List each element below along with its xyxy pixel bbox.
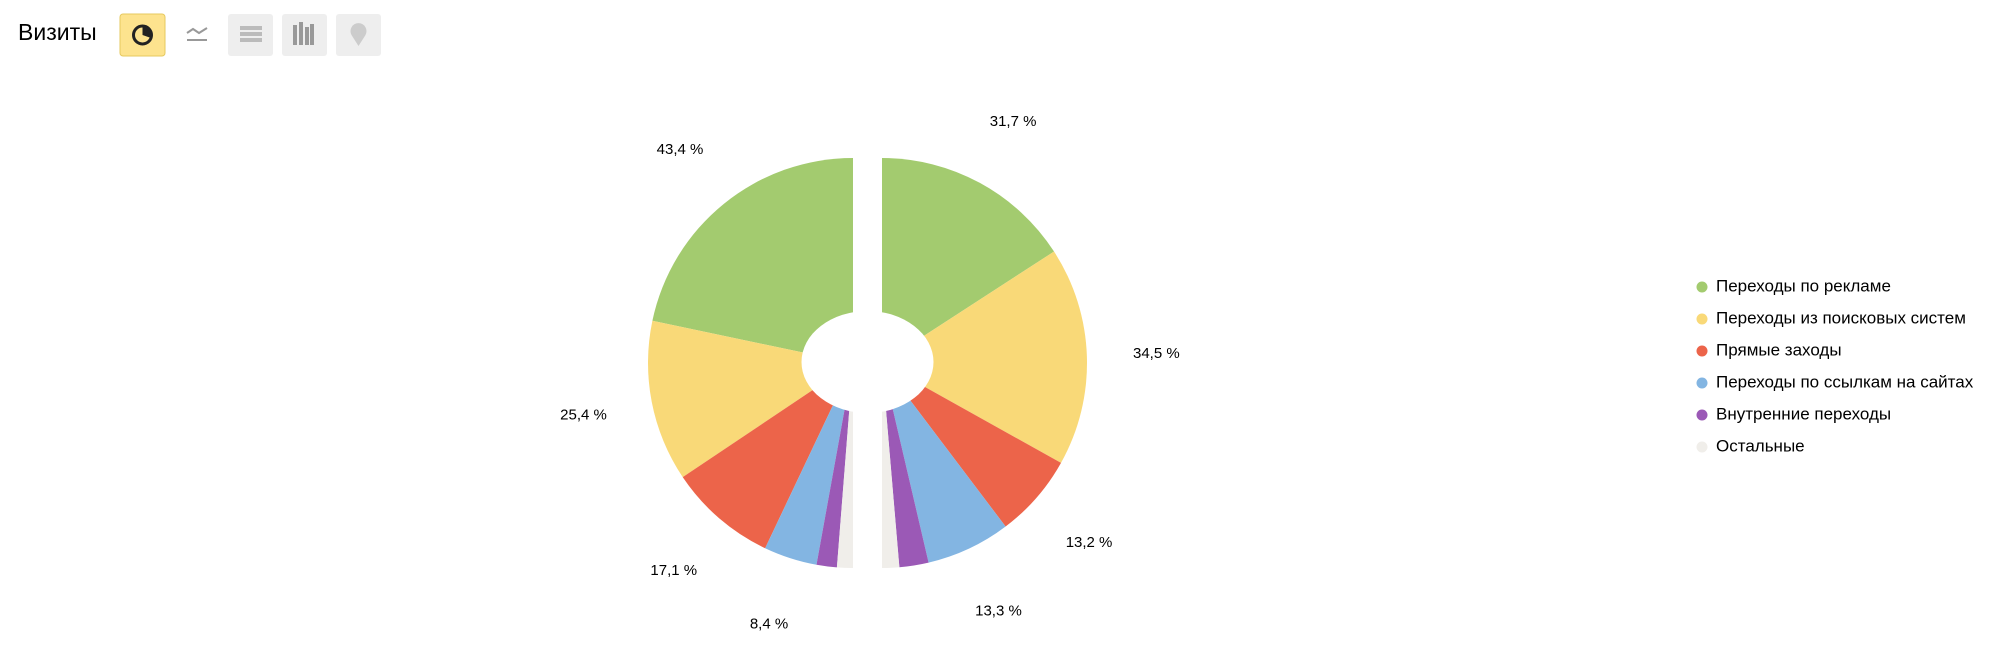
pie-slice [836,363,853,568]
legend-marker [1696,345,1708,357]
map-icon [350,23,367,46]
legend-marker [1696,313,1708,325]
legend-label: Прямые заходы [1716,340,1842,359]
legend-label: Переходы по ссылкам на сайтах [1716,372,1974,391]
line-button[interactable] [174,14,219,56]
legend-marker [1696,409,1708,421]
legend-marker [1696,377,1708,389]
bar-icon [293,22,314,45]
pie-slice [882,251,1087,463]
legend-label: Остальные [1716,436,1805,455]
data-label: 34,5 % [1133,345,1180,362]
title: Визиты [18,19,97,45]
pie-slice [652,158,853,363]
pie-slice [682,363,853,549]
data-label: 8,4 % [750,615,788,632]
legend-label: Внутренние переходы [1716,404,1891,423]
data-label: 13,3 % [975,603,1022,620]
data-label: 31,7 % [990,113,1037,130]
pie-slice [765,363,853,565]
legend-marker [1696,281,1708,293]
legend-label: Переходы по рекламе [1716,276,1891,295]
bar-button[interactable] [282,14,327,56]
pie-icon-part [142,25,152,38]
pie-slice [882,363,900,568]
pie-slice [816,363,853,568]
data-label: 25,4 % [560,406,607,423]
pie-slice [882,363,1062,527]
pie-slice [882,158,1055,363]
pie-slice [882,363,1006,563]
toolbar [119,13,381,57]
pie-slice [882,363,929,568]
data-label: 13,2 % [1066,534,1113,551]
area-icon [240,26,262,42]
donut-hole [801,311,934,413]
data-label: 17,1 % [650,562,697,579]
data-label: 43,4 % [657,141,704,158]
legend-label: Переходы из поисковых систем [1716,308,1966,327]
line-icon [186,27,208,41]
legend-marker [1696,441,1708,453]
